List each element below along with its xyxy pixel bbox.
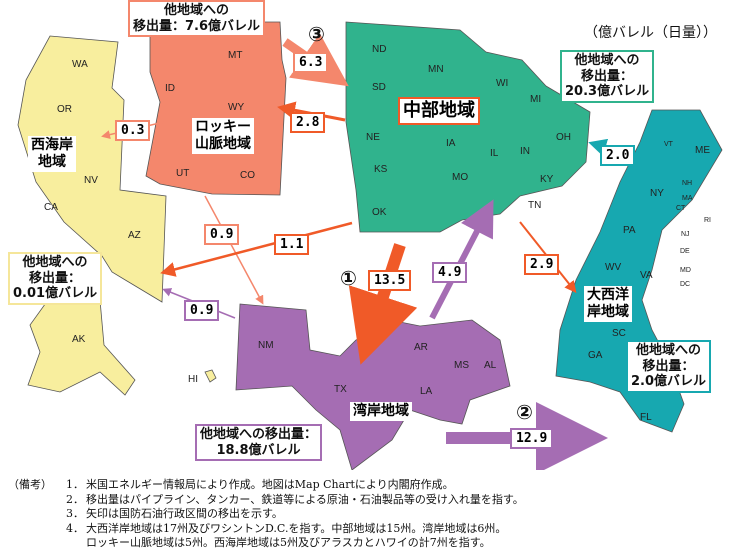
svg-text:AZ: AZ <box>128 230 141 241</box>
svg-text:MT: MT <box>228 50 242 61</box>
svg-text:CT: CT <box>676 205 686 212</box>
svg-text:WV: WV <box>605 262 621 273</box>
svg-text:TX: TX <box>334 384 347 395</box>
midwest-region-name: 中部地域 <box>398 97 480 125</box>
region-gulf <box>235 303 511 470</box>
svg-text:ME: ME <box>695 145 710 156</box>
rocky-export-box: 他地域への 移出量：7.6億バレル <box>128 0 266 38</box>
svg-text:WI: WI <box>496 78 508 89</box>
svg-text:AK: AK <box>72 334 86 345</box>
svg-text:MI: MI <box>530 94 541 105</box>
region-rocky <box>145 21 287 196</box>
svg-text:NY: NY <box>650 188 664 199</box>
svg-text:OR: OR <box>57 104 72 115</box>
svg-text:LA: LA <box>420 386 433 397</box>
rank-2-marker: ② <box>516 400 533 424</box>
svg-text:CA: CA <box>44 202 58 213</box>
svg-text:NH: NH <box>682 180 692 187</box>
svg-text:SC: SC <box>612 328 626 339</box>
svg-text:WY: WY <box>228 102 244 113</box>
us-map: WA OR NV CA AZ AK HI MT ID WY UT CO ND MN SD WI MI NE IA… <box>17 21 723 470</box>
region-atlantic <box>555 109 723 433</box>
svg-text:OH: OH <box>556 132 571 143</box>
west-region-name: 西海岸 地域 <box>28 136 76 172</box>
svg-text:OK: OK <box>372 207 387 218</box>
note-4-cont: ロッキー山脈地域は5州。西海岸地域は5州及びアラスカとハワイの計7州を指す。 <box>86 536 491 549</box>
unit-label: （億バレル（日量）） <box>584 25 717 41</box>
svg-text:WA: WA <box>72 59 88 70</box>
svg-text:MS: MS <box>454 360 469 371</box>
flow-value-midwest-gulf: 13.5 <box>368 270 412 291</box>
flow-value-rocky-west: 0.3 <box>115 120 151 141</box>
flow-value-atlantic-midwest: 2.0 <box>600 145 636 166</box>
gulf-export-box: 他地域への移出量： 18.8億バレル <box>195 424 323 462</box>
note-3: 矢印は国防石油行政区間の移出を示す。 <box>86 507 283 520</box>
svg-text:VA: VA <box>640 270 653 281</box>
svg-text:NM: NM <box>258 340 274 351</box>
svg-text:AL: AL <box>484 360 497 371</box>
svg-text:KS: KS <box>374 164 388 175</box>
svg-text:SD: SD <box>372 82 386 93</box>
gulf-region-name: 湾岸地域 <box>350 402 412 421</box>
svg-text:IL: IL <box>490 148 499 159</box>
midwest-export-box: 他地域への 移出量： 20.3億バレル <box>560 50 655 103</box>
notes-prefix: （備考） <box>8 478 52 491</box>
svg-text:NJ: NJ <box>681 231 690 238</box>
flow-value-gulf-atlantic: 12.9 <box>510 428 554 449</box>
svg-text:MN: MN <box>428 64 444 75</box>
rank-3-marker: ③ <box>308 22 325 46</box>
svg-text:ID: ID <box>165 83 175 94</box>
notes: （備考） 1． 米国エネルギー情報局により作成。地図はMap Chartにより内閣府… <box>8 478 524 549</box>
flow-value-gulf-west: 0.9 <box>184 300 220 321</box>
flow-value-gulf-midwest: 4.9 <box>432 262 468 283</box>
svg-text:VT: VT <box>664 141 674 148</box>
atlantic-export-box: 他地域への 移出量： 2.0億バレル <box>626 340 712 393</box>
flow-value-midwest-rocky: 2.8 <box>290 112 326 133</box>
svg-text:CO: CO <box>240 170 255 181</box>
svg-text:IA: IA <box>446 138 456 149</box>
region-alaska <box>27 299 136 396</box>
svg-text:KY: KY <box>540 174 554 185</box>
arrow-rocky-to-gulf <box>204 195 264 305</box>
svg-text:FL: FL <box>640 412 652 423</box>
svg-text:GA: GA <box>588 350 603 361</box>
note-2: 移出量はパイプライン、タンカー、鉄道等による原油・石油製品等の受け入れ量を指す。 <box>86 492 524 506</box>
note-1: 米国エネルギー情報局により作成。地図はMap Chartにより内閣府作成。 <box>86 478 454 491</box>
svg-text:AR: AR <box>414 342 428 353</box>
flow-value-midwest-west: 1.1 <box>274 234 310 255</box>
region-west <box>17 35 167 303</box>
rocky-region-name: ロッキー 山脈地域 <box>192 118 254 154</box>
svg-text:UT: UT <box>176 168 189 179</box>
note-4: 大西洋岸地域は17州及びワシントンD.C.を指す。中部地域は15州。湾岸地域は6… <box>86 521 507 535</box>
svg-text:NV: NV <box>84 175 98 186</box>
svg-text:RI: RI <box>704 217 711 224</box>
arrow-midwest-to-west <box>160 221 353 277</box>
atlantic-region-name: 大西洋 岸地域 <box>584 286 632 322</box>
west-export-box: 他地域への 移出量： 0.01億バレル <box>8 252 103 305</box>
arrow-midwest-to-gulf <box>348 243 418 365</box>
svg-text:IN: IN <box>520 146 530 157</box>
rank-1-marker: ① <box>340 266 357 290</box>
svg-text:ND: ND <box>372 44 386 55</box>
svg-text:MD: MD <box>680 267 691 274</box>
svg-text:TN: TN <box>528 200 541 211</box>
flow-value-rocky-midwest: 6.3 <box>293 52 329 73</box>
region-midwest <box>345 21 591 233</box>
state-labels: WA OR NV CA AZ AK HI MT ID WY UT CO ND MN SD WI MI NE IA… <box>44 44 711 423</box>
svg-text:DC: DC <box>680 281 690 288</box>
flow-value-rocky-gulf: 0.9 <box>204 224 240 245</box>
svg-text:HI: HI <box>188 374 198 385</box>
svg-text:MA: MA <box>682 195 693 202</box>
svg-text:PA: PA <box>623 225 636 236</box>
flow-value-midwest-atlantic: 2.9 <box>524 254 560 275</box>
region-hawaii <box>204 369 217 383</box>
svg-text:NE: NE <box>366 132 380 143</box>
svg-text:DE: DE <box>680 248 690 255</box>
svg-text:MO: MO <box>452 172 468 183</box>
